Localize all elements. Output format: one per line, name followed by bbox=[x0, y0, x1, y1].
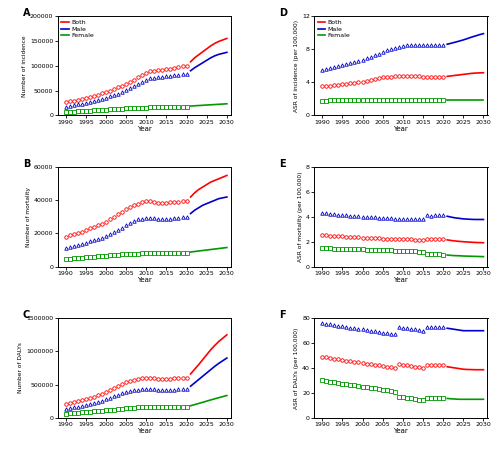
Text: B: B bbox=[23, 159, 30, 169]
Text: E: E bbox=[280, 159, 286, 169]
Text: C: C bbox=[23, 310, 30, 320]
X-axis label: Year: Year bbox=[137, 126, 152, 132]
X-axis label: Year: Year bbox=[394, 428, 408, 434]
Text: D: D bbox=[280, 8, 287, 18]
X-axis label: Year: Year bbox=[137, 277, 152, 283]
Y-axis label: ASR of incidence (per 100,000): ASR of incidence (per 100,000) bbox=[294, 20, 300, 112]
Y-axis label: Number of mortality: Number of mortality bbox=[26, 187, 31, 247]
Y-axis label: ASR of mortality (per 100,000): ASR of mortality (per 100,000) bbox=[298, 172, 303, 262]
Y-axis label: Number of incidence: Number of incidence bbox=[22, 35, 27, 96]
Text: F: F bbox=[280, 310, 286, 320]
Text: A: A bbox=[23, 8, 30, 18]
X-axis label: Year: Year bbox=[394, 277, 408, 283]
X-axis label: Year: Year bbox=[137, 428, 152, 434]
Legend: Both, Male, Female: Both, Male, Female bbox=[60, 19, 94, 39]
Y-axis label: ASR of DALYs (per 100,000): ASR of DALYs (per 100,000) bbox=[294, 327, 300, 409]
Legend: Both, Male, Female: Both, Male, Female bbox=[317, 19, 351, 39]
X-axis label: Year: Year bbox=[394, 126, 408, 132]
Y-axis label: Number of DALYs: Number of DALYs bbox=[18, 342, 24, 393]
